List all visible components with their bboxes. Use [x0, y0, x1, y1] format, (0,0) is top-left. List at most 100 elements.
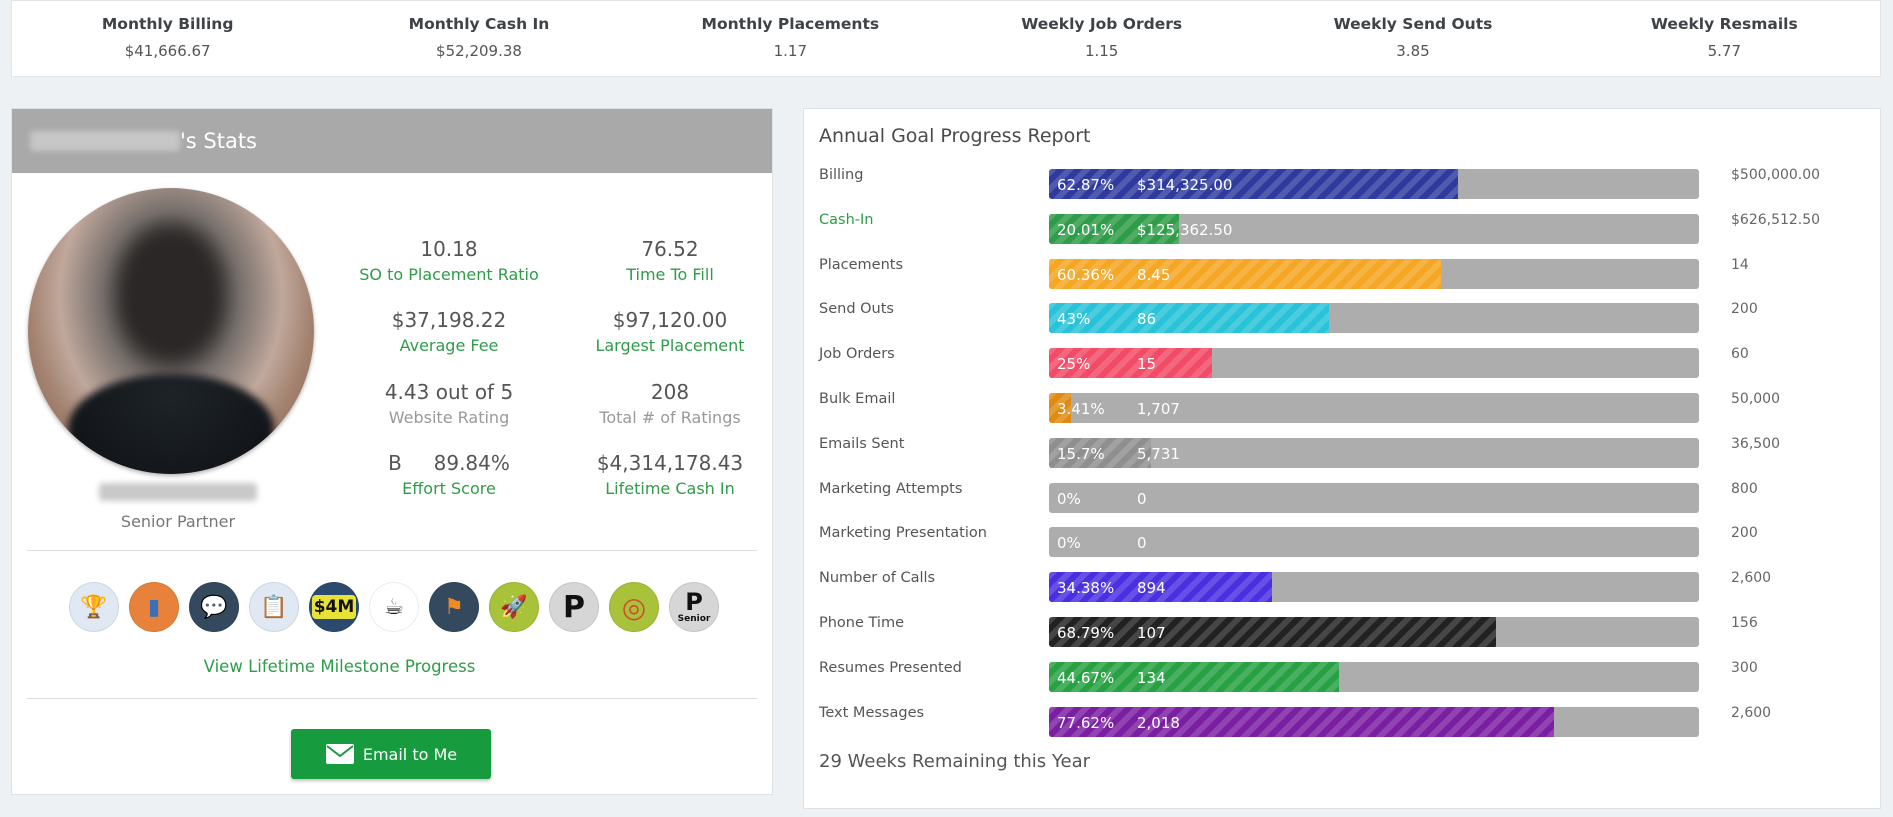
goal-target: 200	[1731, 525, 1758, 542]
goal-progress-fill	[1049, 348, 1212, 379]
goal-current-value: 1,707	[1137, 400, 1180, 418]
goal-progress-bar: 3.41% 1,707	[1049, 393, 1699, 423]
clipboard-badge-icon[interactable]: 📋	[249, 582, 299, 632]
goal-row: Emails Sent 15.7% 5,731 36,500	[804, 435, 1882, 468]
chat-bubbles-badge-icon[interactable]: 💬	[189, 582, 239, 632]
p-badge-icon[interactable]: P	[549, 582, 599, 632]
divider	[27, 698, 757, 699]
goal-target: 300	[1731, 659, 1758, 676]
stat-label: Lifetime Cash In	[605, 479, 735, 498]
stat-label: Time To Fill	[626, 265, 714, 284]
divider	[27, 550, 757, 551]
goal-current-value: 0	[1137, 534, 1147, 553]
goal-percent: 0%	[1057, 489, 1081, 508]
email-to-me-button[interactable]: Email to Me	[291, 729, 491, 779]
stat-value: 4.43 out of 5	[384, 380, 514, 404]
stat-label: SO to Placement Ratio	[359, 265, 539, 284]
metric-weekly-send-outs: Weekly Send Outs 3.85	[1257, 1, 1568, 76]
goal-target: 156	[1731, 615, 1758, 631]
person-name	[78, 483, 278, 505]
goal-progress-fill	[1049, 303, 1329, 334]
badge-glyph: ◎	[621, 590, 647, 624]
goal-row: Placements 60.36% 8.45 14	[804, 256, 1882, 289]
goal-current-value: 134	[1137, 668, 1166, 687]
badge-glyph: ▮	[147, 594, 161, 620]
badge-glyph: ⚑	[444, 594, 464, 620]
coffee-machine-badge-icon[interactable]: ☕	[369, 582, 419, 632]
view-milestone-progress-link[interactable]: View Lifetime Milestone Progress	[203, 657, 476, 676]
stat-value: B 89.84%	[388, 451, 510, 475]
stats-header: 's Stats	[12, 109, 772, 173]
metric-value: 1.17	[773, 42, 808, 60]
goal-label: Resumes Presented	[819, 659, 962, 676]
goal-target: $626,512.50	[1731, 211, 1821, 228]
metric-label: Weekly Job Orders	[1021, 15, 1183, 33]
stat-label: Website Rating	[388, 408, 510, 427]
stat-label: Effort Score	[402, 479, 496, 498]
stat-label: Total # of Ratings	[599, 408, 741, 427]
goal-progress-bar: 15.7% 5,731	[1049, 437, 1699, 468]
goal-percent: 15.7%	[1057, 444, 1105, 463]
goal-target: 200	[1731, 301, 1758, 318]
redacted-name	[30, 131, 180, 151]
metric-monthly-cash-in: Monthly Cash In $52,209.38	[323, 1, 634, 76]
flag-badge-icon[interactable]: ⚑	[429, 582, 479, 632]
goal-percent: 44.67%	[1057, 668, 1115, 687]
metric-label: Monthly Placements	[701, 15, 880, 33]
badge-glyph: ☕	[384, 594, 404, 620]
goal-label: Placements	[819, 256, 904, 273]
goal-label: Text Messages	[819, 704, 925, 721]
goal-progress-fill	[1049, 661, 1340, 692]
metrics-bar: Monthly Billing $41,666.67 Monthly Cash …	[11, 0, 1881, 77]
goal-progress-bar: 34.38% 894	[1049, 572, 1699, 603]
metric-weekly-job-orders: Weekly Job Orders 1.15	[946, 1, 1257, 76]
stat-label: Average Fee	[399, 336, 499, 355]
person-title: Senior Partner	[120, 512, 236, 531]
metric-label: Monthly Billing	[101, 15, 234, 33]
goal-current-value: 8.45	[1137, 265, 1171, 284]
goal-progress-fill	[1049, 213, 1180, 244]
goal-progress-bar: 68.79% 107	[1049, 617, 1699, 647]
goal-progress-bar: 43% 86	[1049, 303, 1699, 334]
goal-current-value: 5,731	[1137, 444, 1180, 463]
badge-glyph: 🚀	[500, 594, 528, 620]
goal-progress-bar: 77.62% 2,018	[1049, 706, 1699, 737]
goal-progress-bar: 0% 0	[1049, 482, 1699, 513]
badge-glyph: 📋	[260, 594, 288, 620]
goal-target: $500,000.00	[1731, 167, 1821, 183]
metric-monthly-billing: Monthly Billing $41,666.67	[12, 1, 323, 76]
stats-card: 's Stats Senior Partner 10.18 SO to Plac…	[11, 108, 773, 795]
goal-progress-bar: 0% 0	[1049, 527, 1699, 558]
metric-label: Monthly Cash In	[408, 15, 550, 33]
goal-current-value: 894	[1137, 579, 1166, 598]
4m-badge-icon[interactable]: $4M	[309, 582, 359, 632]
goal-row: Text Messages 77.62% 2,018 2,600	[804, 704, 1882, 737]
target-badge-icon[interactable]: ◎	[609, 582, 659, 632]
weeks-remaining: 29 Weeks Remaining this Year	[819, 751, 1091, 772]
email-button-label: Email to Me	[362, 744, 458, 764]
stat-value: $97,120.00	[612, 308, 728, 332]
stat-website-rating: 4.43 out of 5 Website Rating	[339, 380, 559, 427]
avatar-suit	[68, 374, 274, 474]
goal-progress-fill	[1049, 393, 1072, 423]
envelope-icon	[325, 744, 354, 764]
goal-progress-fill	[1049, 572, 1273, 603]
stat-value: 208	[650, 380, 690, 404]
milestone-badges: 🏆 ▮ 💬 📋 $4M ☕ ⚑ 🚀 P ◎ P Senior	[69, 582, 719, 632]
trophy-badge-icon[interactable]: 🏆	[69, 582, 119, 632]
goal-progress-bar: 62.87% $314,325.00	[1049, 169, 1699, 199]
goal-row: Bulk Email 3.41% 1,707 50,000	[804, 391, 1882, 423]
goal-current-value: 86	[1137, 310, 1157, 329]
goal-percent: 20.01%	[1057, 220, 1115, 239]
goal-target: 36,500	[1731, 435, 1780, 452]
goal-current-value: $125,362.50	[1137, 220, 1233, 239]
metric-value: $41,666.67	[124, 42, 211, 60]
stat-label: Largest Placement	[595, 336, 745, 355]
passport-badge-icon[interactable]: ▮	[129, 582, 179, 632]
goal-percent: 60.36%	[1057, 265, 1115, 284]
badge-glyph: 🏆	[80, 594, 108, 620]
goal-label: Marketing Attempts	[819, 480, 963, 497]
p-senior-badge-icon[interactable]: P Senior	[669, 582, 719, 632]
goal-percent: 62.87%	[1057, 176, 1115, 194]
rocket-badge-icon[interactable]: 🚀	[489, 582, 539, 632]
